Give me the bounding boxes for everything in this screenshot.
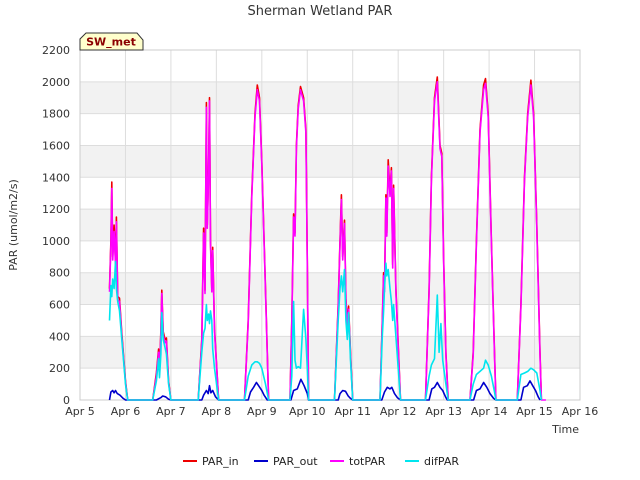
legend-label: totPAR <box>349 455 386 468</box>
background-bands <box>80 81 580 369</box>
x-tick-5: Apr 10 <box>289 405 326 418</box>
x-tick-11: Apr 16 <box>562 405 599 418</box>
legend-label: PAR_out <box>273 455 318 468</box>
band-1800 <box>80 81 580 114</box>
sw-met-tag-shape <box>79 32 144 51</box>
y-tick-800: 800 <box>49 267 70 280</box>
band-600 <box>80 272 580 305</box>
y-tick-600: 600 <box>49 299 70 312</box>
series-lines <box>108 76 546 401</box>
x-tick-0: Apr 5 <box>65 405 95 418</box>
y-tick-1400: 1400 <box>42 171 70 184</box>
y-tick-2200: 2200 <box>42 44 70 57</box>
x-tick-1: Apr 6 <box>111 405 141 418</box>
x-tick-8: Apr 13 <box>425 405 462 418</box>
legend-label: difPAR <box>424 455 459 468</box>
legend-item-par-in: PAR_in <box>183 455 239 468</box>
y-tick-1800: 1800 <box>42 108 70 121</box>
band-1400 <box>80 145 580 178</box>
x-tick-4: Apr 9 <box>247 405 277 418</box>
x-tick-labels: Apr 5 Apr 6 Apr 7 Apr 8 Apr 9 Apr 10 Apr 11 Apr… <box>65 405 598 418</box>
band-200 <box>80 336 580 369</box>
legend-item-difpar: difPAR <box>405 455 459 468</box>
legend-label: PAR_in <box>202 455 239 468</box>
y-tick-2000: 2000 <box>42 76 70 89</box>
series-par-out <box>108 378 541 401</box>
x-tick-10: Apr 15 <box>516 405 553 418</box>
x-tick-9: Apr 14 <box>471 405 508 418</box>
x-axis-title: Time <box>551 423 579 436</box>
y-tick-0: 0 <box>63 394 70 407</box>
legend-item-totpar: totPAR <box>330 455 386 468</box>
x-tick-2: Apr 7 <box>156 405 186 418</box>
chart-title: Sherman Wetland PAR <box>248 4 393 19</box>
x-tick-6: Apr 11 <box>334 405 371 418</box>
band-1000 <box>80 209 580 241</box>
y-tick-200: 200 <box>49 362 70 375</box>
y-tick-labels: 0 200 400 600 800 1000 1200 1400 1600 1800 2000 220… <box>42 44 70 407</box>
sw-met-tag: SW_met <box>79 32 144 51</box>
y-tick-1600: 1600 <box>42 139 70 152</box>
y-tick-1000: 1000 <box>42 235 70 248</box>
y-tick-1200: 1200 <box>42 203 70 216</box>
y-tick-400: 400 <box>49 330 70 343</box>
sw-met-tag-label: SW_met <box>86 36 136 49</box>
legend: PAR_in PAR_out totPAR difPAR <box>183 455 459 468</box>
x-tick-3: Apr 8 <box>202 405 232 418</box>
series-difpar <box>108 260 543 401</box>
y-axis-title: PAR (umol/m2/s) <box>7 179 20 271</box>
legend-item-par-out: PAR_out <box>254 455 318 468</box>
x-tick-7: Apr 12 <box>380 405 417 418</box>
